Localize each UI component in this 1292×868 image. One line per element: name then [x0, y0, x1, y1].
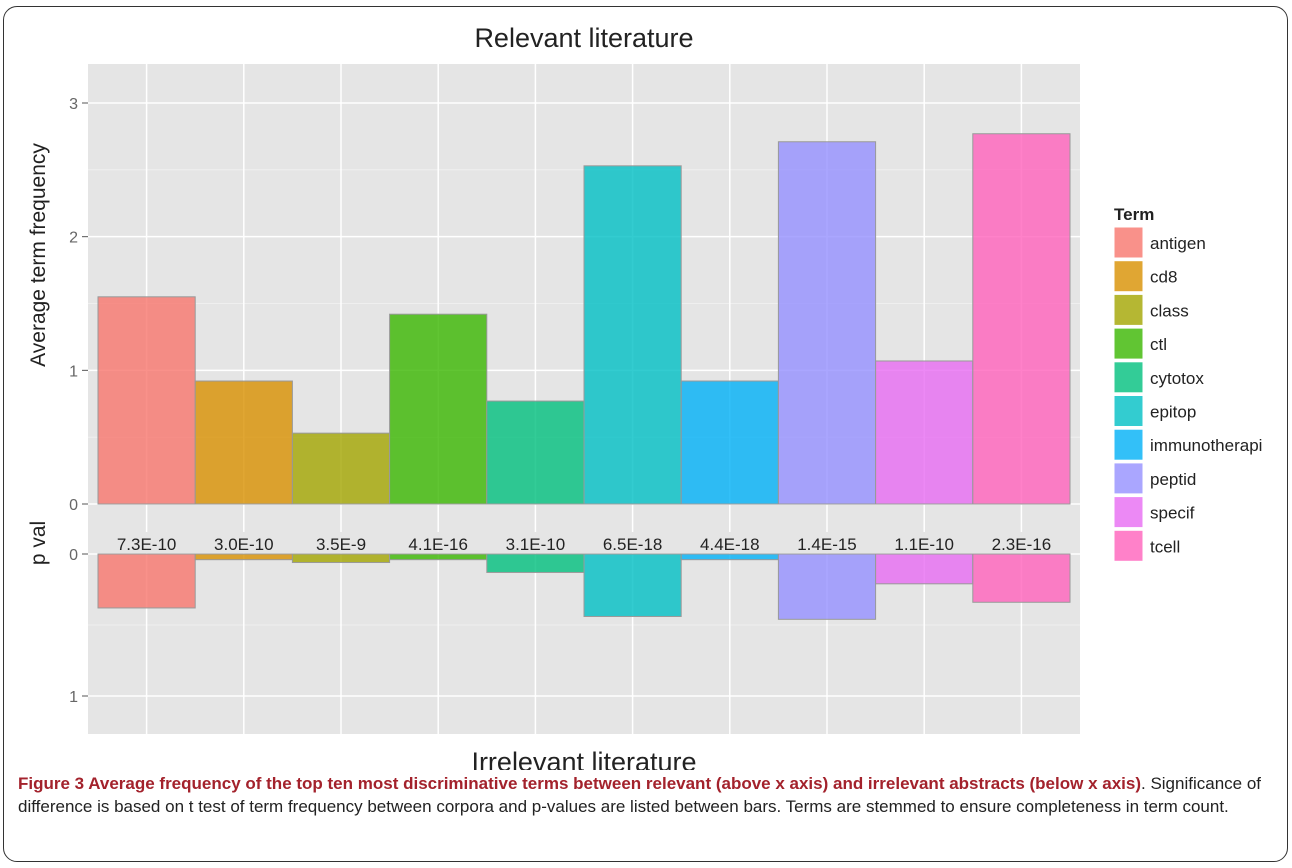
- pvalue-band-background: [88, 533, 1080, 553]
- irrelevant-bar-tcell: [972, 553, 1071, 603]
- pvalue-label: 3.5E-9: [316, 535, 366, 554]
- relevant-bar-tcell: [972, 133, 1071, 505]
- legend-swatch-peptid: [1113, 462, 1144, 495]
- y-axis-label-relevant: Average term frequency: [27, 143, 50, 367]
- legend-swatch-epitop: [1113, 395, 1144, 427]
- legend-swatch-immunotherapi: [1113, 428, 1144, 461]
- irrelevant-y-tick-label: 0: [69, 547, 78, 564]
- legend-swatch-cytotox: [1113, 361, 1144, 394]
- irrelevant-y-tick-label: 1: [69, 689, 78, 706]
- pvalue-label: 1.4E-15: [797, 535, 857, 554]
- caption-text: . Significance of difference is based on…: [18, 774, 1262, 816]
- irrelevant-bar-cd8: [194, 553, 293, 561]
- legend-swatch-class: [1113, 293, 1144, 326]
- irrelevant-bar-class: [291, 553, 391, 564]
- relevant-bar-peptid: [777, 141, 877, 505]
- legend-label: antigen: [1150, 234, 1206, 253]
- legend-swatch-cd8: [1113, 260, 1144, 293]
- y-axis-label-pval: p val: [27, 521, 50, 565]
- legend-label: peptid: [1150, 470, 1196, 489]
- bottom-title: Irrelevant literature: [471, 747, 696, 770]
- irrelevant-bar-ctl: [389, 553, 488, 561]
- irrelevant-bar-peptid: [777, 553, 877, 620]
- relevant-bar-cd8: [194, 380, 293, 505]
- irrelevant-bar-specif: [875, 553, 974, 585]
- relevant-bar-immunotherapi: [680, 380, 779, 505]
- chart-title: Relevant literature: [474, 23, 693, 53]
- irrelevant-bar-cytotox: [486, 553, 585, 573]
- bar-chart: 7.3E-10 3.0E-10 3.5E-9 4.1E-16 3.1E-10 6.5E-1…: [27, 23, 1262, 770]
- relevant-bar-specif: [875, 360, 974, 505]
- legend-label: immunotherapi: [1150, 436, 1262, 455]
- relevant-y-tick-label: 0: [69, 497, 78, 514]
- relevant-y-tick-label: 3: [69, 96, 78, 113]
- relevant-y-tick-label: 2: [69, 230, 78, 247]
- legend-title: Term: [1114, 205, 1154, 224]
- legend-label: tcell: [1150, 537, 1180, 556]
- pvalue-label: 6.5E-18: [603, 535, 663, 554]
- figure-caption: Figure 3 Average frequency of the top te…: [18, 772, 1280, 818]
- pvalue-label: 3.0E-10: [214, 535, 274, 554]
- irrelevant-bar-epitop: [583, 553, 682, 617]
- legend-swatch-antigen: [1113, 226, 1144, 259]
- legend-label: specif: [1150, 504, 1195, 523]
- relevant-bar-epitop: [583, 165, 682, 505]
- caption-title: Figure 3 Average frequency of the top te…: [18, 774, 1141, 793]
- relevant-bar-class: [291, 432, 391, 505]
- irrelevant-bar-antigen: [97, 553, 196, 609]
- legend-label: cytotox: [1150, 369, 1204, 388]
- legend-label: epitop: [1150, 403, 1196, 422]
- legend-swatch-specif: [1113, 496, 1144, 529]
- relevant-y-tick-label: 1: [69, 363, 78, 380]
- pvalue-label: 7.3E-10: [117, 535, 177, 554]
- pvalue-label: 1.1E-10: [894, 535, 954, 554]
- legend-swatch-tcell: [1113, 529, 1144, 562]
- legend-label: cd8: [1150, 268, 1177, 287]
- pvalue-label: 4.4E-18: [700, 535, 760, 554]
- relevant-bar-cytotox: [486, 400, 585, 505]
- legend-swatch-ctl: [1113, 327, 1144, 360]
- relevant-bar-ctl: [389, 313, 488, 505]
- pvalue-label: 4.1E-16: [408, 535, 468, 554]
- relevant-bar-antigen: [97, 296, 196, 505]
- pvalue-label: 3.1E-10: [506, 535, 566, 554]
- irrelevant-bar-immunotherapi: [680, 553, 779, 561]
- legend-label: class: [1150, 301, 1189, 320]
- legend-label: ctl: [1150, 335, 1167, 354]
- pvalue-label: 2.3E-16: [992, 535, 1052, 554]
